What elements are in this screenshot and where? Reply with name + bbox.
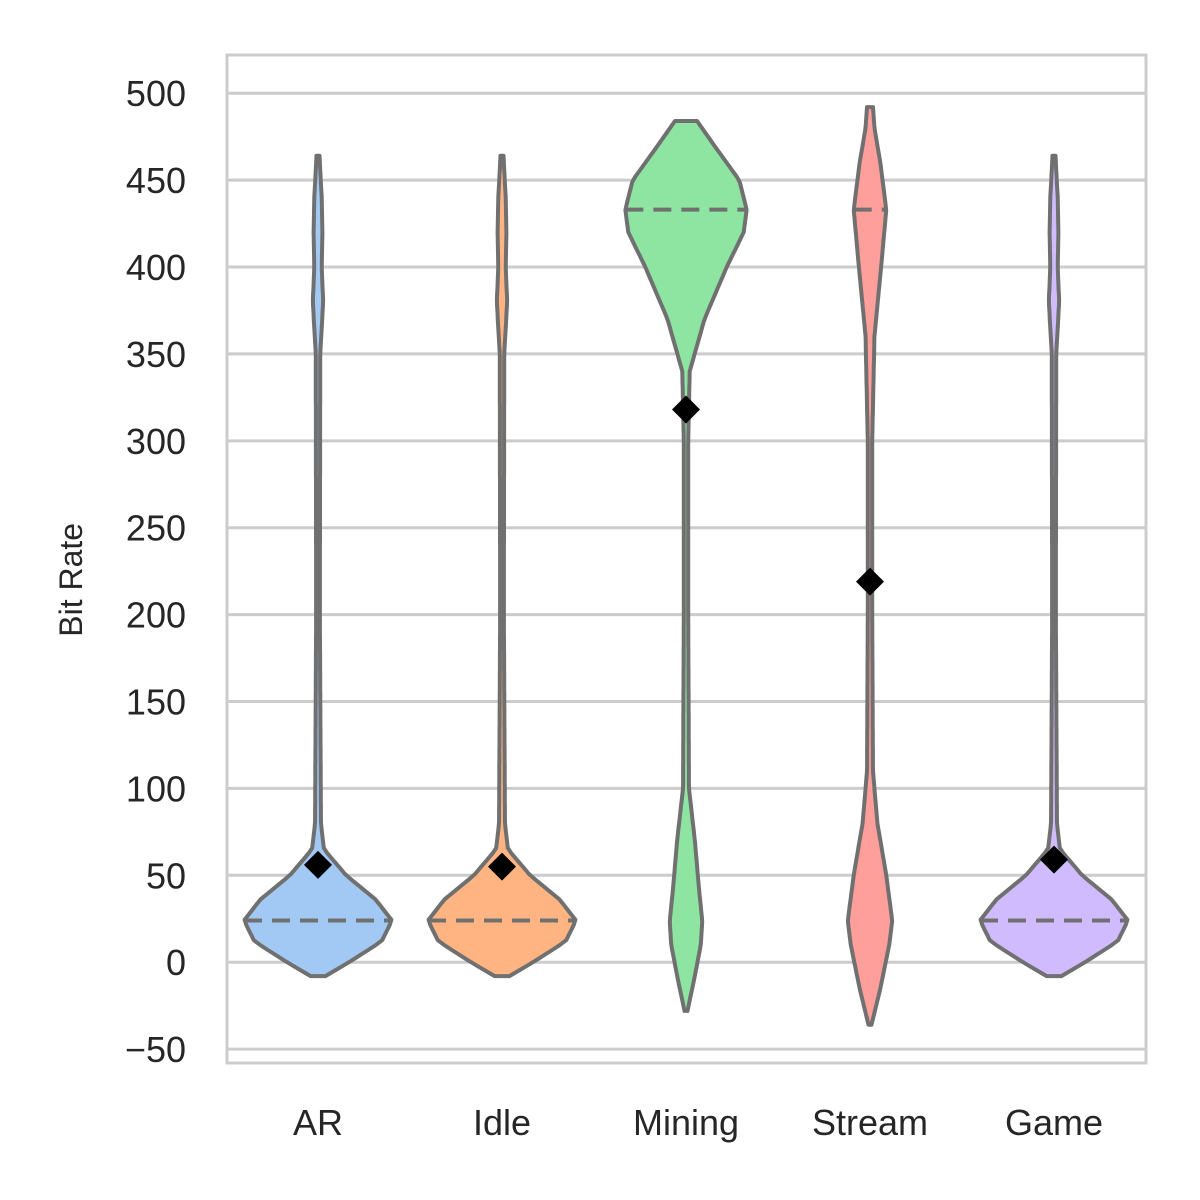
violin-stream (845, 105, 895, 1027)
violin-ar (242, 153, 394, 979)
violin-mining (623, 119, 749, 1013)
y-tick-label: 250 (126, 508, 186, 549)
x-tick-label: Mining (633, 1102, 739, 1143)
mean-marker-game (1040, 845, 1068, 874)
x-tick-labels: AR Idle Mining Stream Game (293, 1102, 1103, 1143)
violin-idle (426, 153, 578, 979)
y-tick-label: −50 (125, 1029, 186, 1070)
mean-marker-idle (488, 852, 516, 881)
plot-frame (225, 53, 1148, 1065)
y-tick-labels: −50 0 50 100 150 200 250 300 350 400 450 500 (125, 73, 186, 1070)
violins (242, 105, 1130, 1027)
y-tick-label: 150 (126, 682, 186, 723)
mean-marker-stream (856, 567, 884, 596)
x-tick-label: Stream (812, 1102, 928, 1143)
y-tick-label: 350 (126, 334, 186, 375)
mean-marker-ar (304, 850, 332, 879)
mean-markers (304, 395, 1068, 881)
y-tick-label: 0 (166, 942, 186, 983)
violin-game (978, 153, 1130, 979)
y-tick-label: 100 (126, 768, 186, 809)
y-tick-label: 300 (126, 421, 186, 462)
y-tick-label: 450 (126, 160, 186, 201)
x-tick-label: Game (1005, 1102, 1103, 1143)
y-tick-label: 400 (126, 247, 186, 288)
x-tick-label: AR (293, 1102, 343, 1143)
y-tick-label: 500 (126, 73, 186, 114)
y-axis-label: Bit Rate (53, 523, 89, 637)
y-tick-label: 50 (146, 855, 186, 896)
x-tick-label: Idle (473, 1102, 531, 1143)
y-tick-label: 200 (126, 595, 186, 636)
mean-marker-mining (672, 395, 700, 424)
